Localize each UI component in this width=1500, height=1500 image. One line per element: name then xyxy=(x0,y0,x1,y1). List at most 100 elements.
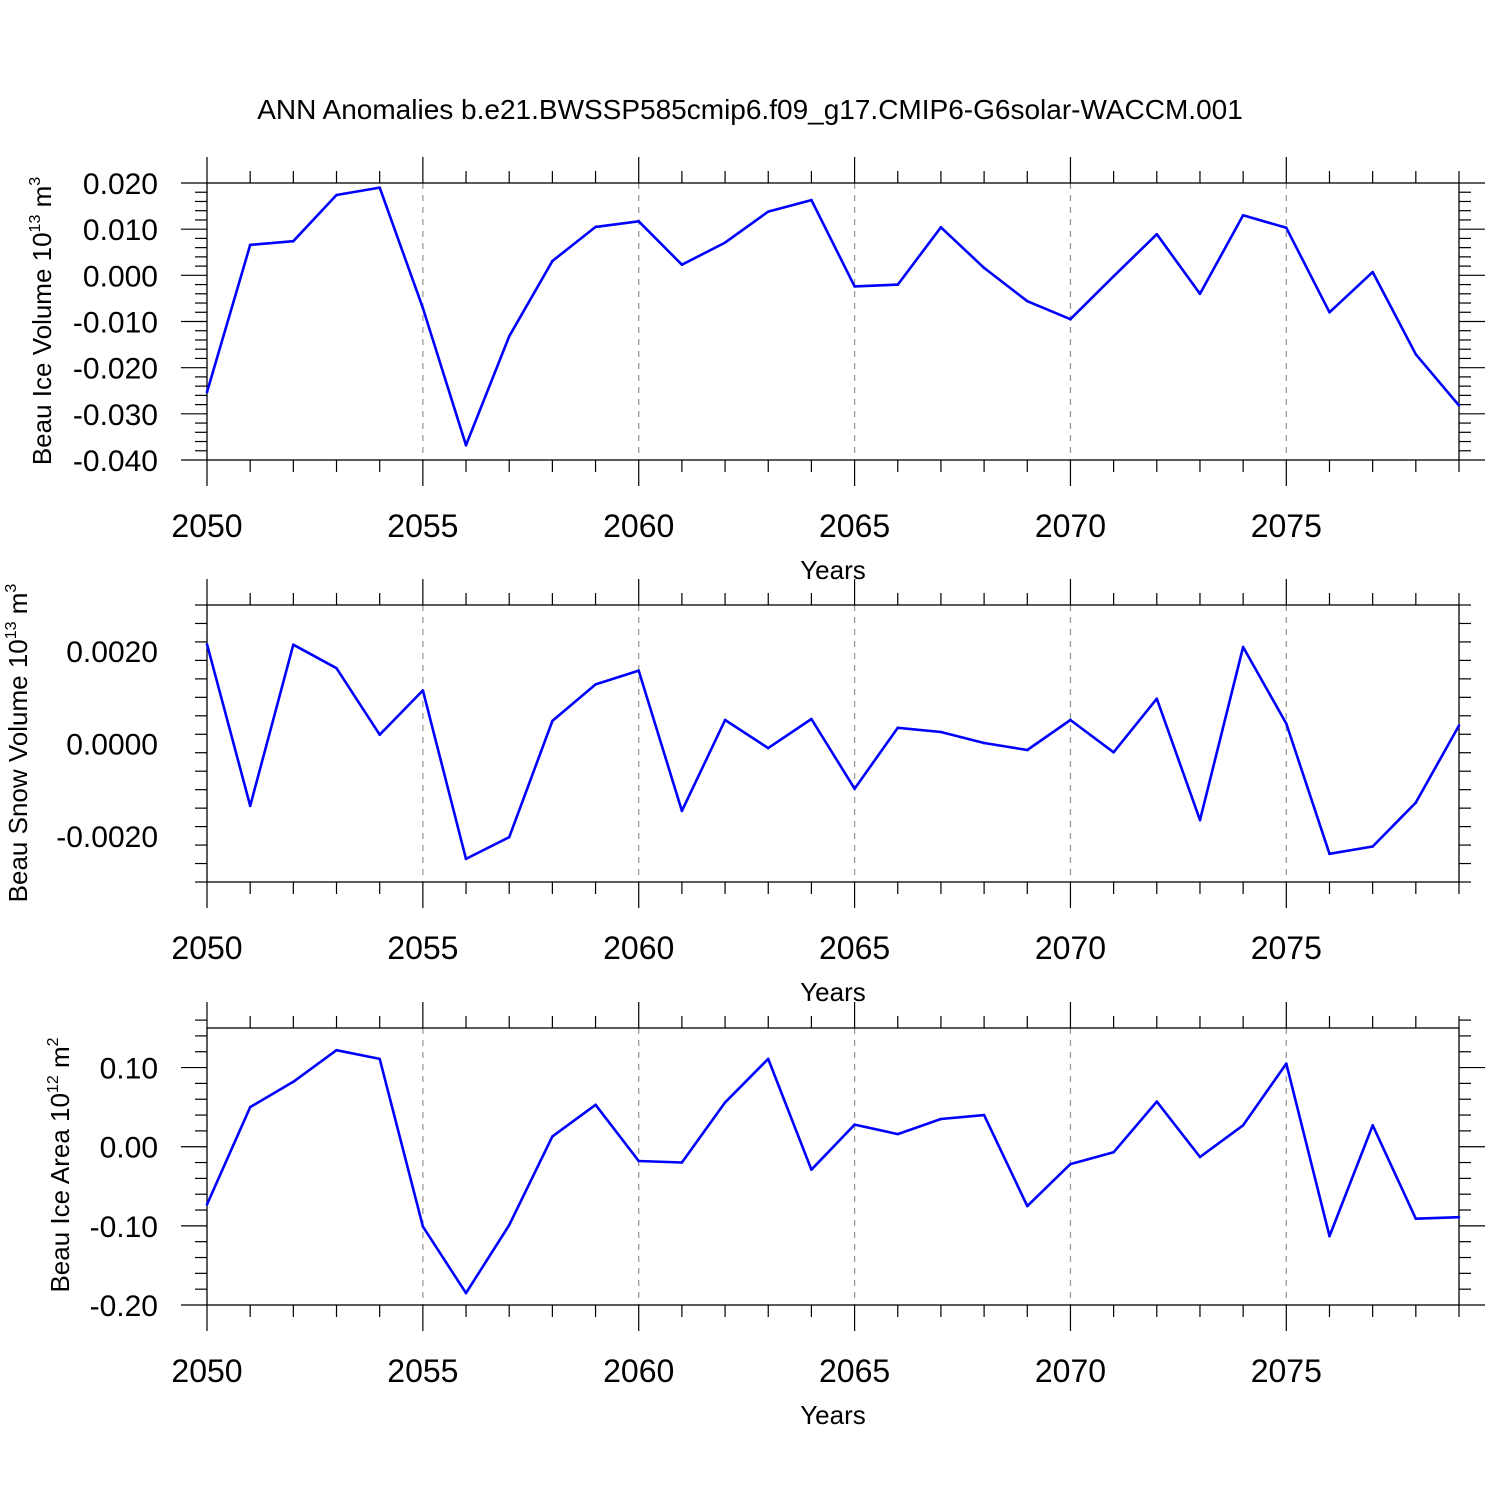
y-tick-label: 0.020 xyxy=(83,168,158,201)
x-tick-label: 2055 xyxy=(387,508,458,544)
data-point xyxy=(1328,852,1331,856)
data-point xyxy=(637,669,641,672)
x-tick-label: 2075 xyxy=(1251,508,1322,544)
y-tick-label: -0.10 xyxy=(90,1211,158,1244)
data-point xyxy=(810,1168,813,1171)
y-tick-label: -0.040 xyxy=(73,445,158,478)
x-tick-label: 2070 xyxy=(1035,930,1106,966)
data-point xyxy=(1025,1204,1029,1208)
data-point xyxy=(1371,1124,1374,1127)
x-tick-label: 2060 xyxy=(603,508,674,544)
x-tick-label: 2075 xyxy=(1251,1353,1322,1389)
data-point xyxy=(292,1080,295,1084)
data-point xyxy=(378,733,381,737)
x-axis-title: Years xyxy=(800,1400,866,1430)
data-point xyxy=(464,1291,468,1295)
x-tick-label: 2070 xyxy=(1035,1353,1106,1389)
data-point xyxy=(1155,697,1159,701)
series-line xyxy=(205,1048,1460,1295)
data-point xyxy=(1069,317,1072,321)
data-point xyxy=(378,1057,381,1061)
data-point xyxy=(680,263,684,267)
series-line xyxy=(205,186,1460,447)
plot-frame xyxy=(206,604,1460,883)
y-axis-title-text: Beau Ice Volume 10 xyxy=(27,232,57,465)
x-tick-label: 2065 xyxy=(819,930,890,966)
data-point xyxy=(766,1057,770,1061)
data-point xyxy=(896,726,900,730)
data-point xyxy=(292,643,295,647)
y-tick-label: -0.0020 xyxy=(56,821,158,854)
data-point xyxy=(853,285,856,288)
data-point xyxy=(1414,801,1418,804)
data-point xyxy=(896,1132,900,1136)
data-point xyxy=(1198,1155,1202,1159)
data-point xyxy=(507,835,511,839)
data-point xyxy=(637,220,641,223)
data-point xyxy=(248,804,252,808)
panel-3: 2050 2055 2060 2065 2070 2075 Years -0.20 -0.10 0… xyxy=(45,1002,1485,1430)
data-point xyxy=(594,683,597,686)
y-tick-label: 0.10 xyxy=(100,1053,158,1086)
data-point xyxy=(1328,310,1331,314)
y-tick-label: 0.000 xyxy=(83,260,158,293)
data-point xyxy=(1285,226,1288,230)
data-point xyxy=(421,689,425,692)
data-point xyxy=(1155,1100,1159,1103)
data-point xyxy=(1112,750,1115,754)
y-axis-title-unit: m xyxy=(3,593,33,622)
panel-1: 2050 2055 2060 2065 2070 2075 Years -0.040 -0.03… xyxy=(27,157,1485,585)
y-axis-title: Beau Ice Volume 1013 m3 xyxy=(27,177,57,465)
y-axis-title-text: Beau Snow Volume 10 xyxy=(3,639,33,902)
data-point xyxy=(1241,214,1245,217)
y-axis-title-exponent: 13 xyxy=(3,621,20,639)
y-tick-label: -0.020 xyxy=(73,353,158,386)
y-tick-label: -0.010 xyxy=(73,307,158,340)
data-point xyxy=(1112,1150,1115,1154)
y-axis-title-unit-exponent: 2 xyxy=(45,1037,62,1046)
y-axis-title-exponent: 12 xyxy=(45,1075,62,1093)
data-point xyxy=(551,1135,554,1138)
data-point xyxy=(292,239,295,243)
data-point xyxy=(1198,818,1202,822)
plot-frame xyxy=(206,1027,1460,1306)
data-point xyxy=(637,1159,641,1163)
panels: 2050 2055 2060 2065 2070 2075 Years -0.040 -0.03… xyxy=(3,157,1485,1430)
series-line xyxy=(205,643,1461,861)
data-point xyxy=(939,226,943,229)
data-point xyxy=(464,443,468,447)
data-point xyxy=(723,1101,727,1104)
y-axis-title: Beau Snow Volume 1013 m3 xyxy=(3,584,33,903)
data-point xyxy=(248,243,252,247)
data-point xyxy=(421,306,425,310)
data-point xyxy=(1069,1162,1072,1166)
x-tick-label: 2055 xyxy=(387,1353,458,1389)
data-point xyxy=(896,283,900,286)
data-point xyxy=(853,1123,856,1126)
data-point xyxy=(507,334,511,338)
x-tick-label: 2060 xyxy=(603,1353,674,1389)
data-point xyxy=(1457,1215,1461,1219)
x-tick-label: 2065 xyxy=(819,508,890,544)
data-point xyxy=(1285,1062,1288,1065)
y-tick-label: 0.0020 xyxy=(66,636,158,669)
y-axis-title-exponent: 13 xyxy=(27,215,44,233)
data-point xyxy=(421,1225,425,1228)
data-point xyxy=(982,741,986,745)
y-tick-label: -0.030 xyxy=(73,399,158,432)
data-point xyxy=(594,225,597,229)
data-point xyxy=(766,746,770,750)
data-point xyxy=(939,1117,943,1121)
data-point xyxy=(1025,299,1029,303)
data-point xyxy=(1371,845,1374,848)
y-tick-label: 0.010 xyxy=(83,214,158,247)
data-point xyxy=(680,1161,684,1164)
data-point xyxy=(464,857,468,861)
data-point xyxy=(507,1223,511,1227)
data-point xyxy=(939,730,943,734)
x-tick-label: 2060 xyxy=(603,930,674,966)
data-point xyxy=(723,718,727,722)
data-point xyxy=(1198,292,1202,296)
data-point xyxy=(1414,1217,1418,1221)
